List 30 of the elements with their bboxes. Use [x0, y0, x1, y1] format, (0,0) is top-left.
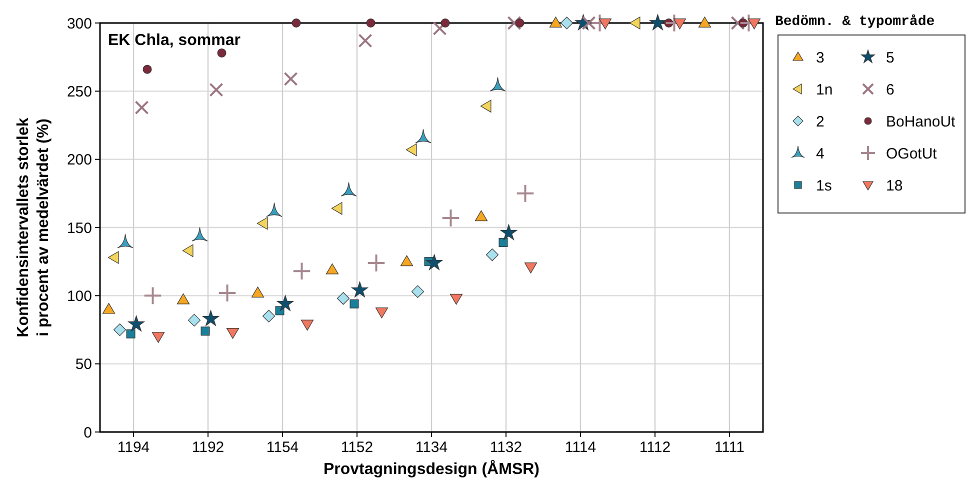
y-tick-label: 200 [66, 152, 92, 169]
y-tick-label: 300 [66, 15, 92, 32]
x-tick-label: 1192 [192, 439, 224, 456]
legend-label: 18 [886, 177, 903, 194]
legend-label: 5 [886, 49, 894, 66]
legend-label: 4 [816, 145, 824, 162]
legend-label: 2 [816, 113, 824, 130]
x-tick-label: 1194 [117, 439, 150, 456]
x-tick-label: 1154 [266, 439, 299, 456]
legend-label: BoHanoUt [886, 113, 956, 130]
legend-label: 1n [816, 81, 833, 98]
legend-label: OGotUt [886, 145, 938, 162]
x-tick-label: 1112 [639, 439, 671, 456]
legend-label: 3 [816, 49, 824, 66]
x-tick-label: 1152 [340, 439, 374, 456]
y-tick-label: 0 [84, 424, 92, 442]
y-tick-label: 100 [66, 288, 92, 305]
x-tick-label: 1114 [564, 439, 596, 456]
x-tick-label: 1111 [714, 439, 744, 456]
x-tick-label: 1132 [490, 439, 522, 456]
x-axis-title: Provtagningsdesign (ÅMSR) [323, 459, 540, 478]
y-tick-label: 150 [66, 220, 92, 237]
legend-label: 6 [886, 81, 894, 98]
y-tick-label: 250 [66, 83, 92, 100]
legend-label: 1s [816, 177, 832, 194]
x-tick-label: 1134 [415, 439, 448, 456]
text: EK Chla, sommar [108, 32, 240, 49]
legend-title: Bedömn. & typområde [775, 14, 935, 30]
y-tick-label: 50 [75, 356, 92, 374]
y-axis-title: Konfidensintervallets storlek i procent av medelvärdet (%) [15, 118, 52, 338]
